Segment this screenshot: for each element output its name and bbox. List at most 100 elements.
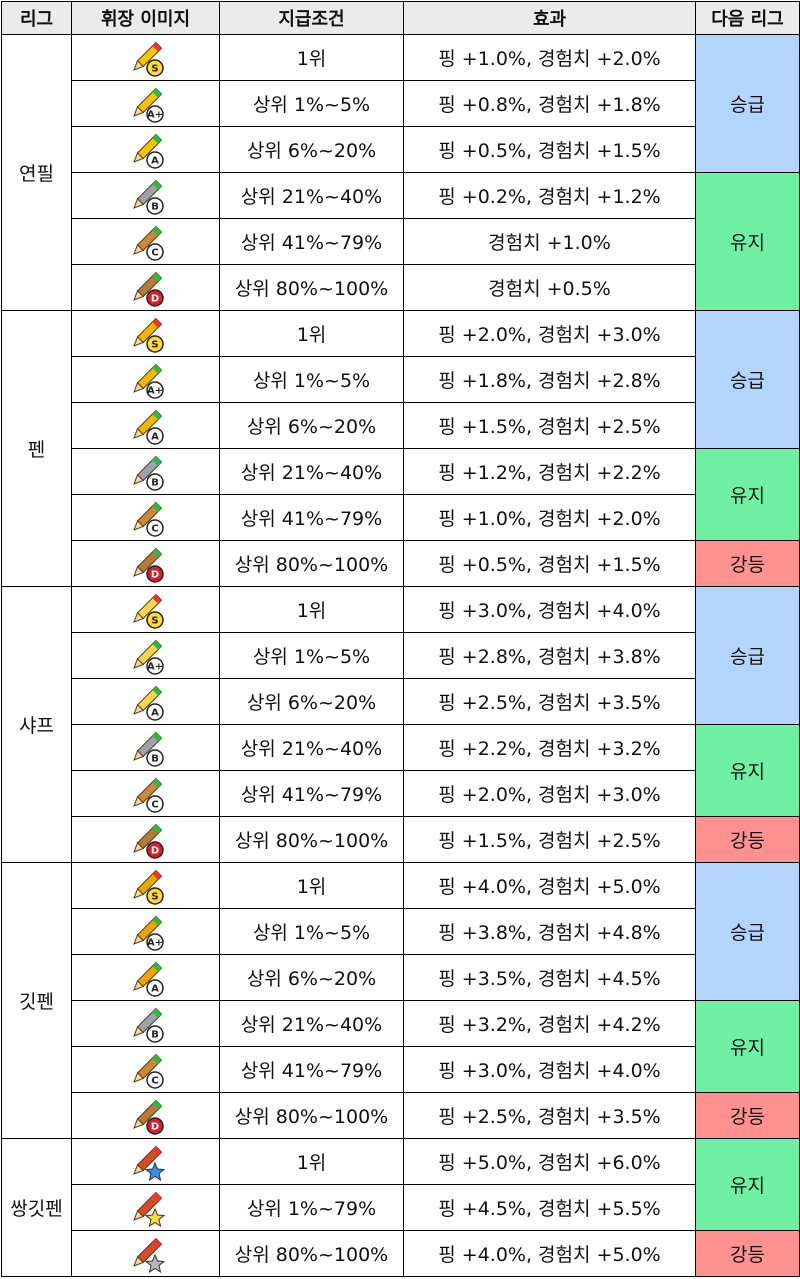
pen-icon: C xyxy=(132,501,164,537)
condition-cell: 상위 80%~100% xyxy=(219,264,404,311)
badge-cell: A+ xyxy=(71,908,220,955)
table-row: A+ 상위 1%~5% 핑 +0.8%, 경험치 +1.8% xyxy=(2,80,800,127)
effect-cell: 핑 +1.8%, 경험치 +2.8% xyxy=(403,356,696,403)
condition-cell: 상위 21%~40% xyxy=(219,448,404,495)
effect-cell: 핑 +0.5%, 경험치 +1.5% xyxy=(403,126,696,173)
effect-cell: 핑 +4.0%, 경험치 +5.0% xyxy=(403,862,696,909)
next-league-up: 승급 xyxy=(695,34,800,173)
grade-letter: A+ xyxy=(146,385,162,396)
badge-cell: B xyxy=(71,1000,220,1047)
table-row: D 상위 80%~100% 핑 +1.5%, 경험치 +2.5% 강등 xyxy=(2,816,800,863)
grade-letter: S xyxy=(151,615,158,626)
grade-letter: A xyxy=(151,707,159,718)
badge-cell: D xyxy=(71,264,220,311)
effect-cell: 핑 +2.0%, 경험치 +3.0% xyxy=(403,770,696,817)
condition-cell: 상위 6%~20% xyxy=(219,126,404,173)
table-row: 상위 80%~100% 핑 +4.0%, 경험치 +5.0% 강등 xyxy=(2,1230,800,1277)
header-badge: 휘장 이미지 xyxy=(71,1,220,35)
effect-cell: 핑 +3.5%, 경험치 +4.5% xyxy=(403,954,696,1001)
table-row: 펜 S 1위 핑 +2.0%, 경험치 +3.0% 승급 xyxy=(1,310,800,587)
quill-pen-icon: D xyxy=(132,1099,164,1135)
grade-letter: B xyxy=(151,477,159,488)
header-next: 다음 리그 xyxy=(695,1,800,35)
grade-letter: A+ xyxy=(146,937,162,948)
pen-icon: D xyxy=(132,547,164,583)
next-league-keep: 유지 xyxy=(695,172,800,311)
effect-cell: 경험치 +0.5% xyxy=(403,264,696,311)
badge-cell: A xyxy=(71,678,220,725)
effect-cell: 핑 +3.0%, 경험치 +4.0% xyxy=(403,1046,696,1093)
next-league-down: 강등 xyxy=(695,1092,800,1139)
condition-cell: 상위 1%~5% xyxy=(219,80,404,127)
grade-letter: C xyxy=(151,523,158,534)
next-league-up: 승급 xyxy=(695,586,800,725)
header-condition: 지급조건 xyxy=(219,1,404,35)
badge-cell xyxy=(71,1138,220,1185)
next-league-keep: 유지 xyxy=(695,724,800,817)
effect-cell: 경험치 +1.0% xyxy=(403,218,696,265)
mechanical-pencil-icon: B xyxy=(132,731,164,767)
effect-cell: 핑 +1.2%, 경험치 +2.2% xyxy=(403,448,696,495)
grade-letter: B xyxy=(151,201,159,212)
next-league-down: 강등 xyxy=(695,816,800,863)
badge-cell: B xyxy=(71,172,220,219)
table-row: C 상위 41%~79% 핑 +1.0%, 경험치 +2.0% xyxy=(2,494,800,541)
condition-cell: 상위 41%~79% xyxy=(219,1046,404,1093)
quill-pen-icon: B xyxy=(132,1007,164,1043)
quill-pen-icon: A xyxy=(132,961,164,997)
effect-cell: 핑 +3.0%, 경험치 +4.0% xyxy=(403,586,696,633)
table-row: D 상위 80%~100% 경험치 +0.5% xyxy=(2,264,800,311)
header-row: 리그 휘장 이미지 지급조건 효과 다음 리그 xyxy=(1,1,800,35)
mechanical-pencil-icon: D xyxy=(132,823,164,859)
condition-cell: 1위 xyxy=(219,310,404,357)
condition-cell: 상위 1%~5% xyxy=(219,632,404,679)
league-name: 깃펜 xyxy=(1,862,72,1139)
league-name: 펜 xyxy=(1,310,72,587)
table-row: A+ 상위 1%~5% 핑 +3.8%, 경험치 +4.8% xyxy=(2,908,800,955)
next-league-keep: 유지 xyxy=(695,448,800,541)
table-row: 쌍깃펜 1위 핑 +5.0%, 경험치 +6.0% 유지 xyxy=(1,1138,800,1277)
table-row: B 상위 21%~40% 핑 +1.2%, 경험치 +2.2% 유지 xyxy=(2,448,800,541)
condition-cell: 상위 80%~100% xyxy=(219,1230,404,1277)
condition-cell: 상위 1%~5% xyxy=(219,908,404,955)
next-league-down: 강등 xyxy=(695,540,800,587)
grade-letter: D xyxy=(150,293,158,304)
badge-cell xyxy=(71,1184,220,1231)
grade-letter: B xyxy=(151,753,159,764)
badge-cell: C xyxy=(71,494,220,541)
next-league-down: 강등 xyxy=(695,1230,800,1277)
condition-cell: 상위 80%~100% xyxy=(219,540,404,587)
condition-cell: 상위 6%~20% xyxy=(219,678,404,725)
condition-cell: 상위 21%~40% xyxy=(219,724,404,771)
table-row: A 상위 6%~20% 핑 +3.5%, 경험치 +4.5% xyxy=(2,954,800,1001)
table-row: C 상위 41%~79% 경험치 +1.0% xyxy=(2,218,800,265)
grade-letter: A xyxy=(151,431,159,442)
table-row: C 상위 41%~79% 핑 +2.0%, 경험치 +3.0% xyxy=(2,770,800,817)
condition-cell: 상위 1%~5% xyxy=(219,356,404,403)
pencil-icon: C xyxy=(132,225,164,261)
badge-cell: S xyxy=(71,586,220,633)
table-row: 연필 S 1위 핑 +1.0%, 경험치 +2.0% 승급 xyxy=(1,34,800,311)
condition-cell: 상위 80%~100% xyxy=(219,816,404,863)
double-quill-icon xyxy=(132,1191,165,1227)
effect-cell: 핑 +3.2%, 경험치 +4.2% xyxy=(403,1000,696,1047)
effect-cell: 핑 +1.5%, 경험치 +2.5% xyxy=(403,816,696,863)
pen-icon: A+ xyxy=(132,363,164,399)
quill-pen-icon: S xyxy=(132,869,164,905)
grade-letter: D xyxy=(150,845,158,856)
mechanical-pencil-icon: C xyxy=(132,777,164,813)
condition-cell: 1위 xyxy=(219,586,404,633)
grade-letter: C xyxy=(151,1075,158,1086)
mechanical-pencil-icon: A+ xyxy=(132,639,164,675)
grade-letter: C xyxy=(151,799,158,810)
badge-cell: D xyxy=(71,816,220,863)
table-row: B 상위 21%~40% 핑 +0.2%, 경험치 +1.2% 유지 xyxy=(2,172,800,311)
header-league: 리그 xyxy=(1,1,72,35)
effect-cell: 핑 +4.5%, 경험치 +5.5% xyxy=(403,1184,696,1231)
table-row: 샤프 S 1위 핑 +3.0%, 경험치 +4.0% 승급 xyxy=(1,586,800,863)
badge-cell: A xyxy=(71,954,220,1001)
effect-cell: 핑 +2.8%, 경험치 +3.8% xyxy=(403,632,696,679)
badge-cell: S xyxy=(71,310,220,357)
pencil-icon: A xyxy=(132,133,164,169)
effect-cell: 핑 +2.5%, 경험치 +3.5% xyxy=(403,1092,696,1139)
